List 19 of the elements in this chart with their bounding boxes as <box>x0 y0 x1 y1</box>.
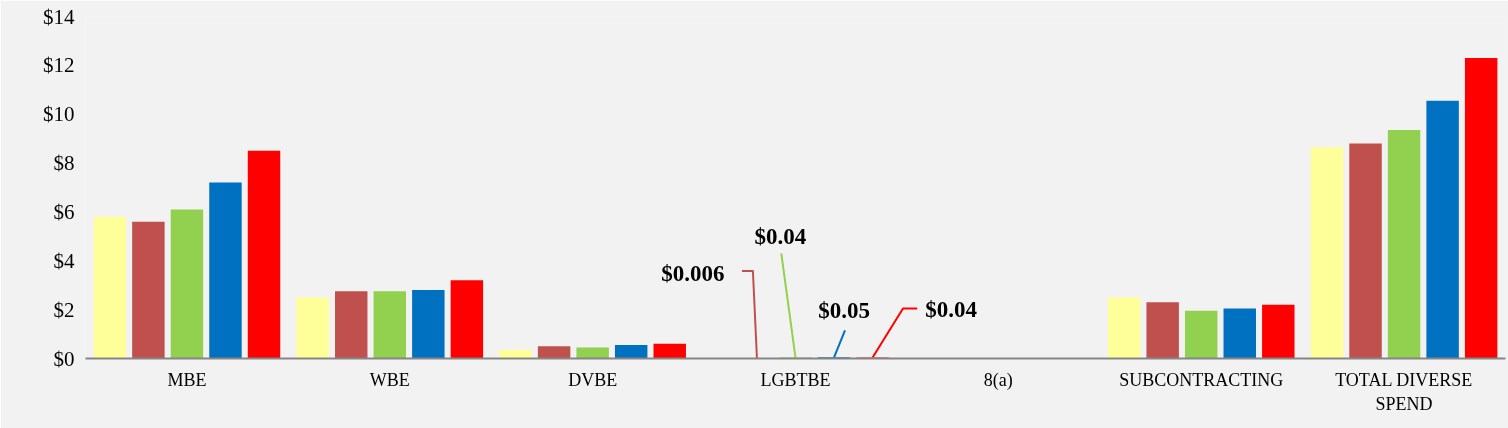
x-tick-label: TOTAL DIVERSE SPEND <box>1335 369 1473 414</box>
data-label: $0.006 <box>661 260 725 286</box>
x-tick-label: DVBE <box>568 369 618 390</box>
y-tick-label: $8 <box>53 151 75 176</box>
data-label: $0.05 <box>818 297 871 323</box>
y-tick-label: $0 <box>53 346 75 371</box>
x-tick-label: MBE <box>167 369 207 390</box>
data-label: $0.04 <box>754 223 807 249</box>
y-tick-label: $10 <box>43 102 75 127</box>
x-tick-label: LGBTBE <box>760 369 831 390</box>
y-tick-label: $2 <box>53 297 75 322</box>
x-tick-label: 8(a) <box>983 369 1013 391</box>
y-tick-label: $12 <box>43 53 75 78</box>
x-tick-label: SUBCONTRACTING <box>1119 369 1284 390</box>
y-tick-label: $14 <box>43 4 75 29</box>
y-tick-label: $4 <box>53 248 75 273</box>
x-tick-label: WBE <box>369 369 410 390</box>
y-tick-label: $6 <box>53 199 75 224</box>
data-label: $0.04 <box>925 297 978 323</box>
